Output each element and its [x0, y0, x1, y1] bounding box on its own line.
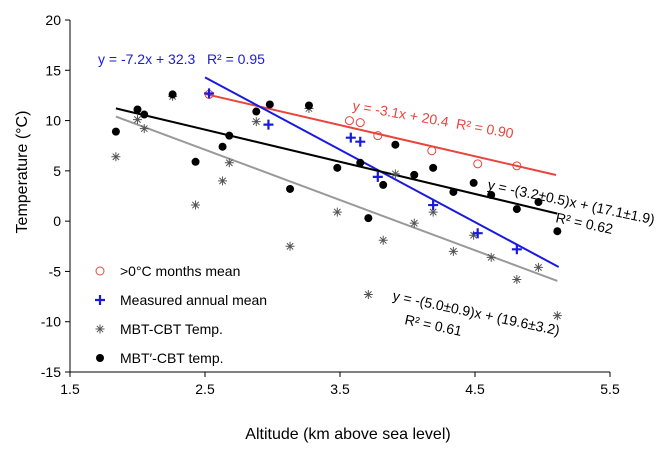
- data-point: [487, 190, 496, 199]
- data-point: [378, 235, 388, 245]
- data-point: [355, 136, 366, 147]
- data-point: [512, 161, 522, 171]
- data-point: [428, 207, 438, 217]
- y-tick-label: 0: [53, 213, 61, 229]
- data-point: [218, 176, 228, 186]
- y-tick-label: 10: [45, 113, 61, 129]
- axes: 20 15 10 5 0 -5 -10 -151.5 2.5 3.5 4.5 5.5: [41, 12, 620, 397]
- data-point: [333, 163, 342, 172]
- data-point: [355, 118, 365, 128]
- data-point: [218, 142, 227, 151]
- y-tick-label: 20: [45, 12, 61, 28]
- data-point: [139, 124, 149, 134]
- data-point: [168, 90, 177, 99]
- data-point: [512, 205, 521, 214]
- data-point: [469, 178, 478, 187]
- data-point: [511, 244, 522, 255]
- data-point: [133, 105, 142, 114]
- data-point: [251, 117, 261, 127]
- data-point: [356, 158, 365, 167]
- data-point: [111, 127, 120, 136]
- data-point: [379, 180, 388, 189]
- series-asterisk: [111, 91, 562, 321]
- data-point: [469, 230, 479, 240]
- data-point: [204, 88, 215, 99]
- y-tick-label: 5: [53, 163, 61, 179]
- data-point: [344, 116, 354, 126]
- data-point: [263, 119, 274, 130]
- x-tick-label: 3.5: [330, 381, 350, 397]
- data-point: [304, 101, 313, 110]
- data-point: [372, 171, 383, 182]
- y-tick-label: -15: [41, 364, 61, 380]
- legend-marker: [95, 266, 105, 276]
- legend: >0°C months mean Measured annual mean MBT-…: [95, 263, 267, 366]
- red-fit-equation: y = -3.1x + 20.4 R² = 0.90: [351, 97, 515, 141]
- data-point: [191, 157, 200, 166]
- legend-marker: [96, 354, 104, 362]
- data-point: [391, 140, 400, 149]
- data-point: [373, 131, 383, 141]
- y-tick-label: 15: [45, 62, 61, 78]
- x-axis-label: Altitude (km above sea level): [245, 426, 450, 443]
- data-point: [265, 100, 274, 109]
- data-point: [533, 262, 543, 272]
- data-point: [133, 115, 142, 125]
- fit-lines: [115, 76, 560, 282]
- data-point: [473, 159, 483, 169]
- y-tick-label: -10: [41, 314, 61, 330]
- data-point: [409, 218, 419, 228]
- data-point: [345, 132, 356, 143]
- x-tick-label: 1.5: [60, 381, 80, 397]
- data-point: [285, 241, 295, 251]
- data-point: [534, 198, 543, 207]
- data-point: [225, 131, 234, 140]
- data-point: [140, 110, 149, 119]
- x-tick-label: 5.5: [600, 381, 620, 397]
- data-point: [448, 246, 458, 256]
- data-point: [449, 187, 458, 196]
- legend-label: >0°C months mean: [120, 263, 240, 279]
- fit-line: [204, 92, 557, 176]
- legend-label: Measured annual mean: [120, 292, 267, 308]
- data-point: [429, 163, 438, 172]
- data-point: [252, 107, 261, 116]
- data-point: [553, 227, 562, 236]
- x-tick-label: 4.5: [465, 381, 485, 397]
- x-tick-label: 2.5: [195, 381, 215, 397]
- data-point: [191, 200, 201, 210]
- data-point: [286, 184, 295, 193]
- fit-line: [115, 107, 558, 215]
- data-points: [111, 88, 562, 321]
- data-point: [224, 158, 234, 168]
- legend-marker: [95, 295, 105, 305]
- data-point: [552, 311, 562, 321]
- data-point: [428, 200, 439, 211]
- data-point: [472, 228, 483, 239]
- y-axis-label: Temperature (°C): [14, 111, 31, 234]
- data-point: [332, 207, 342, 217]
- y-tick-label: -5: [49, 263, 62, 279]
- legend-label: MBT-CBT Temp.: [120, 321, 223, 337]
- legend-marker: [95, 324, 105, 334]
- data-point: [390, 169, 400, 179]
- data-point: [427, 146, 437, 156]
- fit-line: [115, 115, 558, 282]
- blue-fit-equation: y = -7.2x + 32.3 R² = 0.95: [98, 51, 265, 67]
- legend-label: MBT′-CBT temp.: [120, 350, 224, 366]
- series-filled-circle: [111, 90, 562, 236]
- data-point: [363, 290, 373, 300]
- data-point: [364, 214, 373, 223]
- data-point: [486, 252, 496, 262]
- data-point: [111, 152, 121, 162]
- data-point: [410, 170, 419, 179]
- data-point: [512, 274, 522, 284]
- series-plus: [204, 88, 522, 255]
